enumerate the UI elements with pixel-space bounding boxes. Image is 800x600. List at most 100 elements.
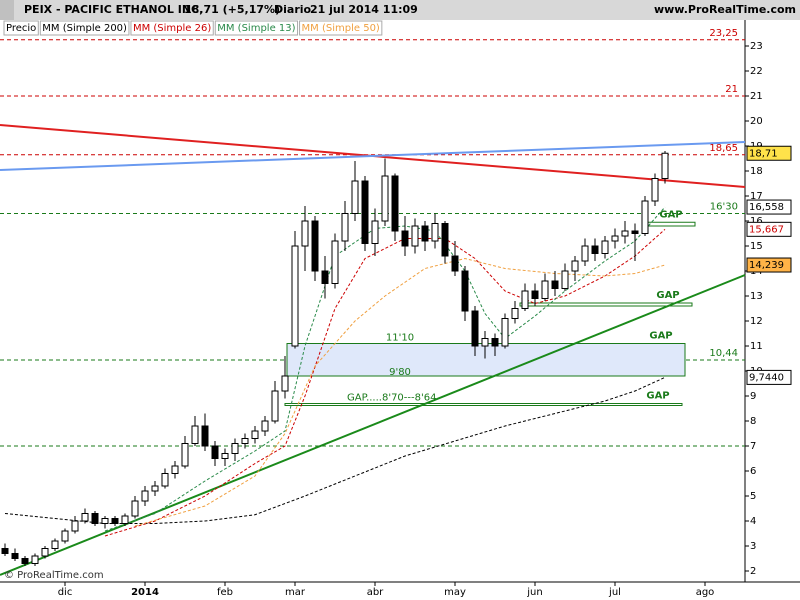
candle-body — [301, 220, 309, 247]
candle-body — [361, 180, 369, 244]
level-label: 10,44 — [709, 348, 738, 359]
candle-body — [261, 420, 269, 432]
candle-body — [581, 245, 589, 262]
symbol: PEIX - PACIFIC ETHANOL INC. — [24, 3, 203, 16]
gap-box — [284, 403, 683, 406]
gap-box — [644, 221, 696, 227]
candle-body — [411, 225, 419, 247]
candle-body — [391, 175, 399, 232]
y-tick-label: 17 — [750, 191, 763, 202]
gap-tag: GAP — [659, 209, 682, 220]
candle-body — [271, 390, 279, 422]
candle-body — [511, 308, 519, 319]
gap-low-label: 9'80 — [389, 367, 411, 378]
candle-body — [501, 318, 509, 347]
y-tick-label: 22 — [750, 66, 763, 77]
candle-body — [381, 175, 389, 222]
candle-body — [181, 443, 189, 467]
candle-body — [481, 338, 489, 347]
gap-high-label: 11'10 — [386, 333, 414, 344]
gap-box — [286, 343, 686, 377]
moving-average — [104, 228, 666, 537]
y-tick-label: 23 — [750, 41, 763, 52]
candle-body — [251, 430, 259, 439]
candle-body — [11, 553, 19, 559]
candle-body — [41, 548, 49, 557]
candle-body — [291, 245, 299, 347]
candle-body — [531, 290, 539, 299]
y-tick-label: 6 — [750, 466, 756, 477]
candle-body — [241, 438, 249, 444]
legend-entry: MM (Simple 13) — [217, 23, 295, 34]
y-tick-label: 13 — [750, 291, 763, 302]
candle-body — [51, 540, 59, 549]
gap-box — [519, 302, 693, 307]
gap-tag: GAP — [649, 331, 672, 342]
moving-average — [134, 257, 666, 527]
y-tick-label: 20 — [750, 116, 763, 127]
candle-body — [61, 530, 69, 542]
x-tick-label: dic — [58, 587, 73, 598]
candle-body — [171, 465, 179, 474]
candle-body — [91, 513, 99, 524]
last-value-label: 15,667 — [749, 224, 784, 235]
candle-body — [431, 223, 439, 242]
gap-tag: GAP — [656, 290, 679, 301]
candle-body — [151, 485, 159, 492]
last-value-box — [746, 257, 792, 273]
candle-body — [561, 270, 569, 289]
moving-average — [104, 206, 666, 532]
candle-body — [611, 235, 619, 242]
header-icon — [0, 0, 14, 20]
y-tick-label: 11 — [750, 341, 763, 352]
level-label: 23,25 — [709, 28, 738, 39]
candle-body — [451, 255, 459, 272]
candle-body — [81, 513, 89, 522]
x-tick-label: may — [444, 587, 466, 598]
candle-body — [371, 220, 379, 244]
candle-body — [521, 290, 529, 309]
y-tick-label: 18 — [750, 166, 763, 177]
watermark: © ProRealTime.com — [4, 570, 104, 581]
y-tick-label: 3 — [750, 541, 756, 552]
candle-body — [221, 453, 229, 459]
candle-body — [591, 245, 599, 254]
y-tick-label: 7 — [750, 441, 756, 452]
candle-body — [311, 220, 319, 272]
y-tick-label: 21 — [750, 91, 763, 102]
candle-body — [331, 240, 339, 284]
candle-body — [641, 200, 649, 234]
candle-body — [191, 425, 199, 444]
quote: 18,71 (+5,17%) — [184, 3, 280, 16]
candle-body — [491, 338, 499, 347]
x-tick-label: ago — [696, 587, 715, 598]
candle-body — [421, 225, 429, 242]
gap-note: GAP.....8'70---8'64 — [347, 393, 436, 404]
x-tick-label: jul — [608, 587, 621, 598]
candle-body — [31, 555, 39, 564]
candle-body — [441, 223, 449, 257]
candle-body — [161, 473, 169, 487]
candle-body — [321, 270, 329, 284]
last-value-label: 16,558 — [749, 202, 784, 213]
candle-body — [111, 518, 119, 524]
last-value-box — [746, 221, 792, 237]
candle-body — [551, 280, 559, 289]
x-tick-label: jun — [526, 587, 542, 598]
candle-body — [461, 270, 469, 312]
last-value-label: 14,239 — [749, 260, 784, 271]
legend-entry: MM (Simple 50) — [302, 23, 380, 34]
y-tick-label: 15 — [750, 241, 763, 252]
candle-body — [401, 230, 409, 247]
last-value-box — [746, 145, 792, 161]
legend-box — [130, 20, 214, 36]
site: www.ProRealTime.com — [654, 3, 796, 16]
candle-body — [1, 548, 9, 554]
period: Diario — [274, 3, 312, 16]
candle-body — [211, 445, 219, 459]
candle-body — [571, 260, 579, 272]
last-value-label: 18,71 — [749, 148, 778, 159]
plot-area — [0, 39, 746, 576]
